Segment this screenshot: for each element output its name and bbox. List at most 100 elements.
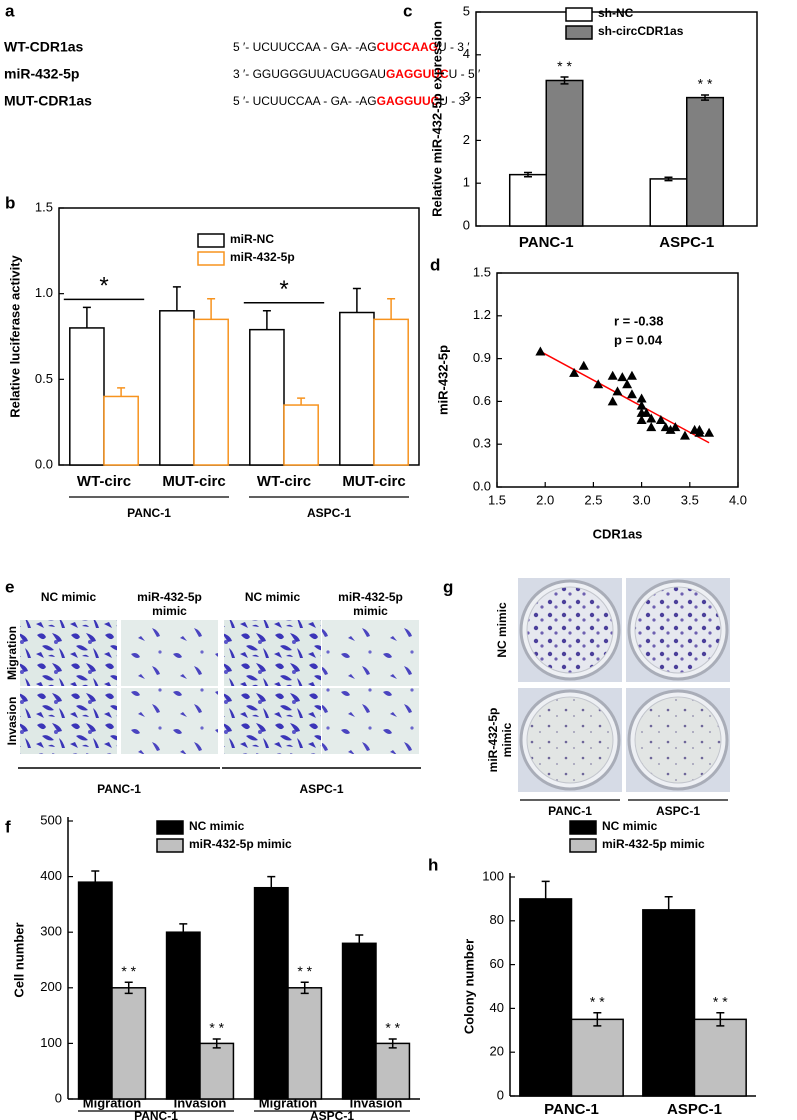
error-bar: [124, 981, 133, 995]
error-bar: [212, 1038, 221, 1049]
column-label: miR-432-5p mimic: [137, 590, 202, 618]
point: [670, 422, 681, 432]
y-tick-label: 1: [463, 175, 470, 190]
dish: [526, 586, 614, 674]
y-tick-label: 400: [40, 868, 62, 883]
significance: *: [99, 273, 108, 300]
y-tick-label: 1.5: [473, 264, 491, 279]
y-tick-label: 0.0: [473, 478, 491, 493]
sequence-name: miR-432-5p: [4, 66, 79, 82]
bar: [649, 178, 688, 227]
fit-line: [540, 350, 710, 444]
error-bar: [664, 176, 673, 182]
error-bar: [172, 286, 181, 311]
binding-site: GAGGUUC: [377, 94, 440, 108]
legend-label: NC mimic: [602, 819, 658, 833]
y-tick-label: 0.0: [35, 456, 53, 471]
x-tick-label: ASPC-1: [667, 1101, 722, 1118]
column-label: ASPC-1: [656, 804, 700, 818]
sequence-name: MUT-CDR1as: [4, 93, 92, 109]
point: [646, 413, 657, 423]
panel-label: h: [428, 855, 438, 874]
legend-swatch: [569, 820, 597, 835]
y-tick-label: 1.2: [473, 307, 491, 322]
bar: [642, 909, 696, 1097]
significance: * *: [698, 76, 713, 92]
bar: [249, 328, 285, 466]
panel-label: f: [5, 817, 11, 836]
x-tick-label: 1.5: [488, 492, 506, 507]
y-tick-label: 3: [463, 89, 470, 104]
micrograph: [20, 688, 117, 754]
bar: [193, 318, 229, 466]
point: [694, 427, 705, 437]
error-bar: [179, 923, 188, 942]
significance: * *: [557, 58, 572, 74]
x-tick-label: 3.5: [681, 492, 699, 507]
y-tick-label: 0.6: [473, 393, 491, 408]
error-bar: [716, 1012, 725, 1027]
y-tick-label: 2: [463, 132, 470, 147]
bar: [103, 395, 139, 466]
error-bar: [117, 387, 126, 397]
legend-swatch: [565, 7, 593, 22]
legend-label: miR-432-5p mimic: [189, 837, 292, 851]
group-label: ASPC-1: [299, 782, 343, 796]
legend-swatch: [569, 838, 597, 853]
error-bar: [82, 306, 91, 328]
legend-swatch: [156, 820, 184, 835]
point: [569, 367, 580, 377]
sequence-name: WT-CDR1as: [4, 39, 84, 55]
dish: [634, 696, 722, 784]
error-bar: [91, 870, 100, 895]
group-label: ASPC-1: [307, 506, 351, 520]
plot-frame: [496, 272, 739, 488]
y-tick-label: 0: [463, 217, 470, 232]
x-tick-label: WT-circ: [77, 473, 131, 490]
bar: [253, 886, 289, 1100]
point: [617, 372, 628, 382]
column-label: NC mimic: [244, 590, 301, 604]
legend-label: miR-NC: [230, 232, 274, 246]
micrograph: [121, 688, 218, 754]
dish: [526, 696, 614, 784]
error-bar: [593, 1012, 602, 1027]
significance: * *: [713, 993, 728, 1009]
point: [607, 396, 618, 406]
bar: [373, 318, 409, 466]
sequence-part: 3 ′- GGUGGGUUACUGGAU: [233, 67, 386, 81]
annotation: p = 0.04: [614, 332, 663, 347]
legend-swatch: [197, 233, 225, 248]
y-tick-label: 20: [490, 1044, 504, 1059]
error-bar: [207, 298, 216, 320]
significance: * *: [297, 963, 312, 979]
significance: * *: [121, 963, 136, 979]
panel-label: a: [5, 1, 15, 20]
y-tick-label: 4: [463, 46, 470, 61]
y-tick-label: 80: [490, 912, 504, 927]
bar: [287, 987, 323, 1100]
y-tick-label: 0.3: [473, 436, 491, 451]
significance: * *: [385, 1020, 400, 1036]
legend-label: miR-432-5p mimic: [602, 837, 705, 851]
panel-label: g: [443, 577, 453, 596]
y-axis-title: Cell number: [11, 922, 26, 997]
y-axis-title: Colony number: [461, 939, 476, 1034]
error-bar: [701, 94, 710, 101]
legend-label: sh-NC: [598, 6, 634, 20]
bar: [686, 96, 725, 227]
error-bar: [297, 397, 306, 406]
y-tick-label: 100: [482, 868, 504, 883]
error-bar: [388, 1038, 397, 1049]
error-bar: [352, 287, 361, 313]
x-tick-label: 2.0: [536, 492, 554, 507]
point: [578, 360, 589, 370]
micrograph: [121, 620, 218, 686]
point: [679, 430, 690, 440]
column-label: miR-432-5p mimic: [338, 590, 403, 618]
legend-label: sh-circCDR1as: [598, 24, 684, 38]
legend-swatch: [156, 838, 184, 853]
column-label: PANC-1: [548, 804, 592, 818]
point: [704, 427, 715, 437]
point: [626, 370, 637, 380]
